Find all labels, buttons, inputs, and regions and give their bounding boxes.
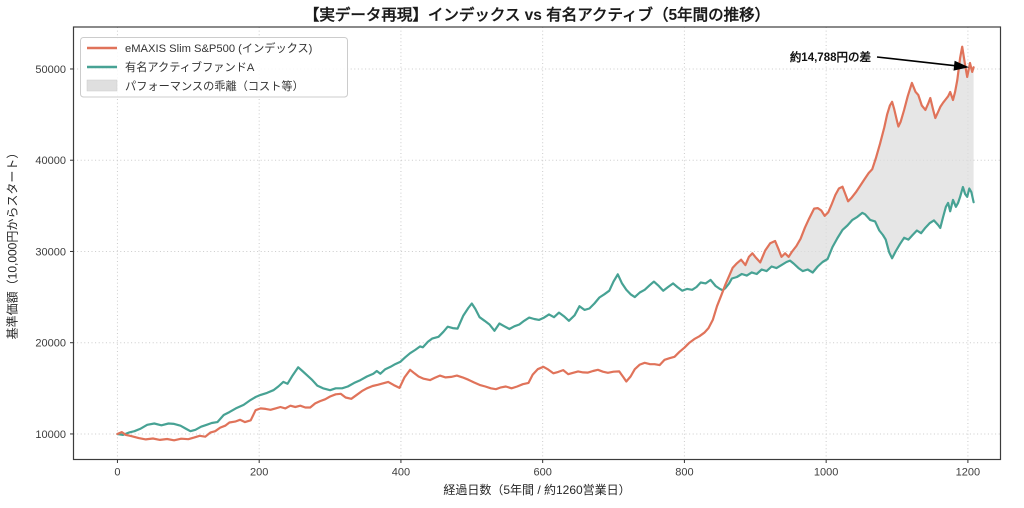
divergence-fill [724,46,974,290]
x-tick-label: 200 [250,467,268,479]
x-tick-label: 1200 [956,467,980,479]
legend-box [80,37,348,98]
series-lines [116,45,975,442]
legend-label-index: eMAXIS Slim S&P500 (インデックス) [125,41,313,55]
x-tick-label: 0 [114,467,120,479]
y-tick-label: 50000 [35,64,66,76]
y-tick-label: 30000 [35,246,66,258]
annotation-arrow [876,56,957,67]
x-tick-label: 600 [533,467,551,479]
divergence-fill-region [724,46,974,290]
legend-label-divergence: パフォーマンスの乖離（コスト等） [125,79,304,93]
plot-border [72,26,1002,461]
chart-title: 【実データ再現】インデックス vs 有名アクティブ（5年間の推移） [304,5,770,24]
annotation: 約14,788円の差 [790,50,969,71]
annotation-text: 約14,788円の差 [790,50,872,64]
series-index-line [116,45,975,442]
axis-ticks: 0 200 400 600 800 1000 1200 10000 20000 30000 4000… [35,64,980,479]
legend: eMAXIS Slim S&P500 (インデックス) 有名アクティブファンドA… [80,37,348,98]
series-active-line [116,185,975,436]
x-tick-label: 800 [675,467,693,479]
divergence-swatch [86,79,118,92]
x-tick-label: 1000 [814,467,838,479]
y-tick-label: 20000 [35,338,66,350]
legend-label-active: 有名アクティブファンドA [125,60,255,74]
y-axis-label: 基準価額（10,000円からスタート） [5,147,20,340]
x-axis-label: 経過日数（5年間 / 約1260営業日） [443,482,630,497]
annotation-arrowhead [953,60,969,71]
y-tick-label: 40000 [35,155,66,167]
x-tick-label: 400 [392,467,410,479]
y-tick-label: 10000 [35,429,66,441]
